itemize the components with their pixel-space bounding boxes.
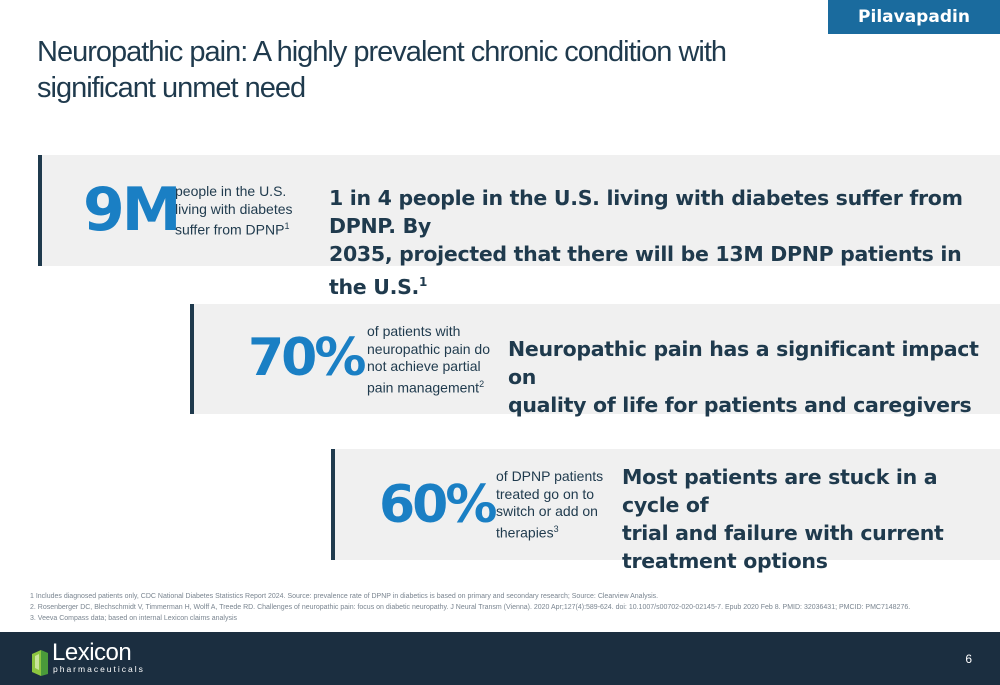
stat-message: Neuropathic pain has a significant impac… xyxy=(508,335,988,419)
message-line: 2035, projected that there will be 13M D… xyxy=(329,242,962,299)
stat-band-3: 60% of DPNP patients treated go on to sw… xyxy=(331,449,1000,573)
footnote: 1 Includes diagnosed patients only, CDC … xyxy=(30,593,659,600)
stat-description: of DPNP patients treated go on to switch… xyxy=(496,468,603,542)
stat-band-2: 70% of patients with neuropathic pain do… xyxy=(190,304,1000,417)
logo-wordmark: Lexicon xyxy=(52,639,132,666)
stat-value: 60% xyxy=(379,475,497,535)
message-line: quality of life for patients and caregiv… xyxy=(508,393,972,417)
stat-message: Most patients are stuck in a cycle of tr… xyxy=(622,463,992,575)
desc-line: not achieve partial xyxy=(367,358,481,374)
footnote-ref: 1 xyxy=(419,275,428,289)
desc-line: switch or add on xyxy=(496,503,598,519)
stat-message: 1 in 4 people in the U.S. living with di… xyxy=(329,184,999,301)
footnote: 2. Rosenberger DC, Blechschmidt V, Timme… xyxy=(30,604,911,611)
desc-line: of DPNP patients xyxy=(496,468,604,484)
footnote-ref: 3 xyxy=(553,523,559,534)
footnote-ref: 1 xyxy=(284,221,290,231)
desc-line: people in the U.S. xyxy=(175,183,287,199)
message-line: Neuropathic pain has a significant impac… xyxy=(508,337,979,389)
stat-description: of patients with neuropathic pain do not… xyxy=(367,323,490,397)
footer-bar: Lexicon pharmaceuticals 6 xyxy=(0,632,1000,685)
message-line: trial and failure with current xyxy=(622,521,944,545)
message-line: Most patients are stuck in a cycle of xyxy=(622,465,938,517)
page-number: 6 xyxy=(965,652,972,666)
desc-line: therapies xyxy=(496,524,554,541)
product-tag: Pilavapadin xyxy=(828,0,1000,34)
slide-title: Neuropathic pain: A highly prevalent chr… xyxy=(37,36,727,104)
message-line: treatment options xyxy=(622,549,828,573)
stat-value: 9M xyxy=(83,175,181,245)
desc-line: living with diabetes xyxy=(175,200,293,217)
stat-description: people in the U.S. living with diabetes … xyxy=(175,183,293,239)
desc-line: suffer from DPNP xyxy=(175,221,285,238)
desc-line: pain management xyxy=(367,379,480,396)
stat-value: 70% xyxy=(248,328,366,388)
message-line: 1 in 4 people in the U.S. living with di… xyxy=(329,186,963,238)
stat-band-1: 9M people in the U.S. living with diabet… xyxy=(38,155,1000,299)
desc-line: treated go on to xyxy=(496,485,595,502)
footnote-ref: 2 xyxy=(479,378,485,389)
desc-line: of patients with xyxy=(367,323,461,339)
logo-mark-icon xyxy=(32,650,48,676)
footnotes: 1 Includes diagnosed patients only, CDC … xyxy=(30,591,970,624)
desc-line: neuropathic pain do xyxy=(367,340,490,357)
logo-subtitle: pharmaceuticals xyxy=(53,664,145,674)
footnote: 3. Veeva Compass data; based on internal… xyxy=(30,615,238,622)
